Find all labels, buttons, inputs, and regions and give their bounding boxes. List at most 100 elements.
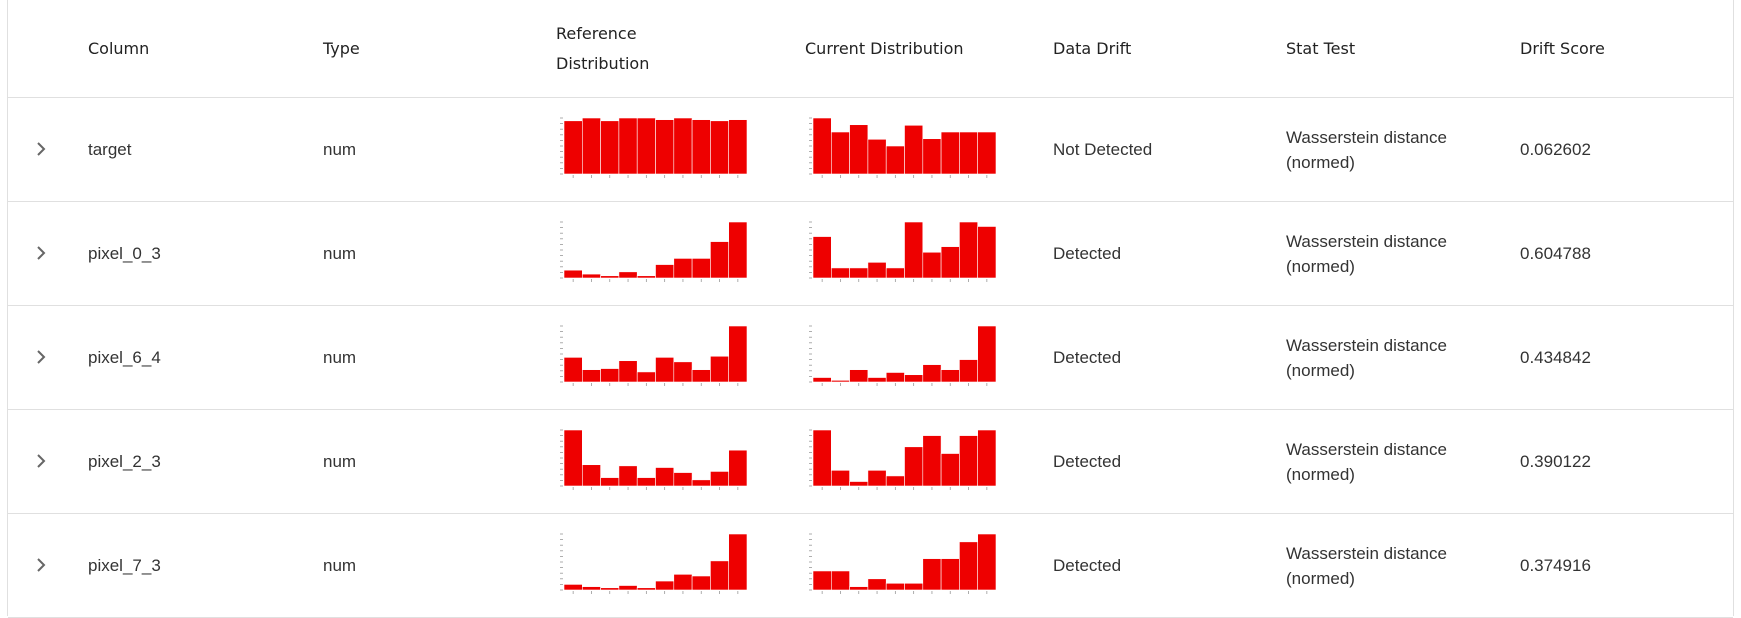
chevron-right-icon[interactable] [30,138,52,160]
drift-score: 0.604788 [1520,244,1591,263]
histogram-bar [922,364,942,383]
histogram-bar [618,117,638,175]
histogram-bar [959,541,978,591]
current-distribution-chart [803,322,1003,388]
reference-distribution-chart [554,426,754,492]
histogram-bar [867,138,887,175]
histogram-bar [885,372,905,383]
histogram-bar [710,355,729,383]
histogram-bar [959,221,978,279]
drift-score: 0.374916 [1520,556,1591,575]
histogram-bar [977,533,997,591]
data-drift-status: Detected [1053,348,1122,367]
histogram-bar [977,429,997,487]
column-name: pixel_6_4 [88,348,161,367]
chevron-right-icon[interactable] [30,346,52,368]
column-type: num [323,348,357,367]
histogram-bar [959,435,978,487]
column-name: target [88,140,132,159]
histogram-bar [830,470,850,487]
stat-test-line1: Wasserstein distance [1286,439,1447,459]
header-drift-score[interactable]: Drift Score [1520,39,1605,58]
histogram-svg [809,533,997,594]
table-row[interactable]: target num Not Detected Wasserstein dist… [8,98,1733,202]
data-drift-table: Column Type Reference Distribution Curre… [7,0,1734,618]
histogram-bar [728,325,748,383]
header-column[interactable]: Column [88,39,150,58]
histogram-bar [673,258,693,279]
stat-test-line2: (normed) [1286,360,1355,380]
histogram-bar [563,429,583,487]
chevron-right-icon[interactable] [30,450,52,472]
chevron-right-icon[interactable] [30,554,52,576]
histogram-bar [940,453,960,487]
stat-test: Wasserstein distance (normed) [1286,410,1447,513]
data-drift-status: Detected [1053,556,1122,575]
histogram-bar [940,131,960,175]
header-data-drift[interactable]: Data Drift [1053,39,1132,58]
histogram-bar [885,267,905,279]
histogram-bar [922,138,942,175]
histogram-bar [849,586,869,591]
current-distribution-chart [803,218,1003,284]
histogram-bar [904,446,924,487]
table-row[interactable]: pixel_0_3 num Detected Wasserstein dista… [8,202,1733,306]
column-type: num [323,556,357,575]
histogram-bar [849,369,869,383]
data-drift-status: Not Detected [1053,140,1153,159]
histogram-bar [830,267,850,279]
histogram-bar [812,570,832,591]
header-reference-distribution[interactable]: Reference Distribution [556,0,649,98]
column-type: num [323,140,357,159]
histogram-bar [849,481,869,487]
table-row[interactable]: pixel_6_4 num Detected Wasserstein dista… [8,306,1733,410]
histogram-bar [581,586,601,591]
histogram-bar [867,377,887,383]
stat-test: Wasserstein distance (normed) [1286,306,1447,409]
histogram-bar [655,467,675,487]
current-distribution-chart [803,530,1003,596]
histogram-bar [636,371,656,383]
histogram-bar [600,120,620,175]
drift-score: 0.062602 [1520,140,1591,159]
column-name: pixel_2_3 [88,452,161,471]
histogram-bar [636,117,656,175]
table-row[interactable]: pixel_2_3 num Detected Wasserstein dista… [8,410,1733,514]
column-name: pixel_0_3 [88,244,161,263]
histogram-bar [563,120,583,175]
header-stat-test[interactable]: Stat Test [1286,39,1356,58]
histogram-bar [977,131,997,175]
histogram-bar [655,264,675,279]
histogram-bar [728,533,748,591]
stat-test: Wasserstein distance (normed) [1286,98,1447,201]
histogram-bar [691,575,711,591]
column-type: num [323,452,357,471]
stat-test-line1: Wasserstein distance [1286,335,1447,355]
header-current-distribution[interactable]: Current Distribution [805,39,964,58]
reference-distribution-chart [554,114,754,180]
histogram-bar [922,435,942,487]
histogram-bar [885,582,905,591]
histogram-bar [867,578,887,591]
reference-distribution-chart [554,530,754,596]
histogram-svg [560,533,748,594]
histogram-bar [636,275,656,279]
histogram-bar [581,369,601,383]
header-reference-line2: Distribution [556,54,650,73]
histogram-bar [691,369,711,383]
histogram-bar [710,471,729,487]
histogram-bar [940,558,960,591]
histogram-bar [636,477,656,487]
stat-test: Wasserstein distance (normed) [1286,202,1447,305]
table-row[interactable]: pixel_7_3 num Detected Wasserstein dista… [8,514,1733,618]
histogram-svg [560,221,748,282]
histogram-bar [655,580,675,591]
current-distribution-chart [803,426,1003,492]
histogram-bar [867,470,887,487]
histogram-svg [809,325,997,386]
header-type[interactable]: Type [323,39,360,58]
data-drift-status: Detected [1053,452,1122,471]
header-reference-line1: Reference [556,24,637,43]
histogram-svg [560,429,748,490]
chevron-right-icon[interactable] [30,242,52,264]
